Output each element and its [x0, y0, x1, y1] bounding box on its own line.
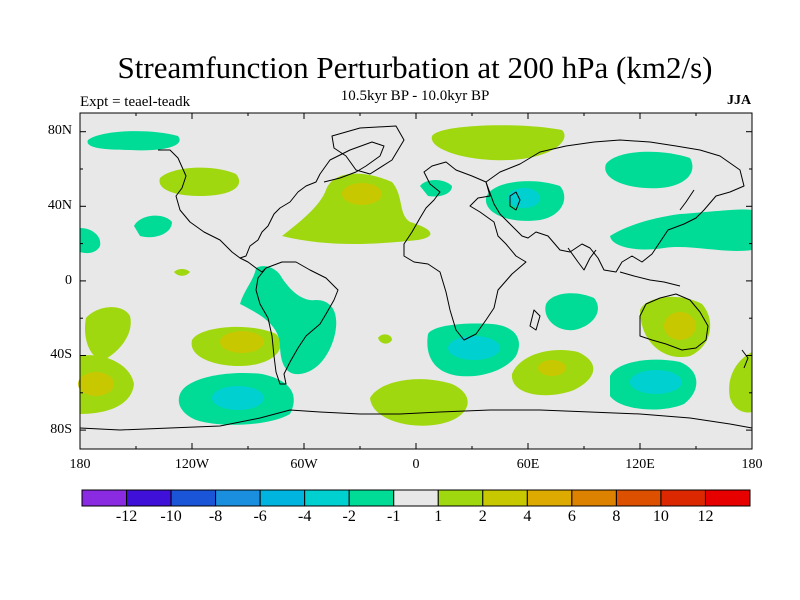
colorbar-swatch	[615, 489, 662, 507]
colorbar-label: -10	[160, 508, 182, 525]
colorbar-swatch	[304, 489, 350, 507]
anomaly-pacific-n-ridge	[159, 167, 240, 196]
anomaly-core-south-africa	[448, 336, 500, 360]
colorbar-label: 1	[434, 508, 443, 525]
anomaly-atlantic-ridge	[282, 173, 431, 244]
anomaly-arctic-trough	[87, 131, 180, 151]
anomaly-east-edge-ridge	[729, 352, 752, 413]
anomaly-core-caspian	[508, 188, 540, 208]
colorbar	[81, 489, 751, 507]
colorbar-swatch	[81, 489, 128, 507]
colorbar-swatch	[348, 489, 395, 507]
anomaly-south-america-trough	[240, 266, 337, 375]
colorbar-label: 12	[697, 508, 714, 525]
anomaly-core-southern-ocean	[212, 386, 264, 410]
anomaly-core-australia	[664, 312, 696, 340]
colorbar-swatch	[571, 489, 617, 507]
colorbar-label: -4	[297, 508, 312, 525]
colorbar-swatch	[126, 489, 172, 507]
lon-label-60w: 60W	[290, 457, 318, 472]
coast-south-america	[255, 261, 339, 385]
lat-label-80n: 80N	[47, 123, 72, 138]
anomaly-north-pacific-trough	[134, 215, 172, 238]
anomaly-core-south-indian	[630, 370, 682, 394]
colorbar-swatch	[170, 489, 217, 507]
lat-label-40s: 40S	[50, 347, 72, 362]
coast-north-america	[158, 141, 385, 259]
colorbar-swatch	[393, 489, 439, 507]
coast-caspian	[509, 191, 521, 211]
lat-label-80s: 80S	[50, 422, 72, 437]
colorbar-label: -6	[253, 508, 267, 525]
lat-label-eq: 0	[65, 273, 72, 288]
coast-indonesia	[619, 271, 681, 287]
colorbar-swatch	[215, 489, 261, 507]
lon-label-180e: 180	[741, 457, 763, 472]
chart-subtitle: 10.5kyr BP - 10.0kyr BP	[340, 88, 490, 104]
map-ticks	[79, 113, 753, 449]
lon-label-120w: 120W	[174, 457, 210, 472]
coast-asia	[485, 139, 745, 273]
coast-new-zealand	[741, 349, 749, 369]
coast-madagascar	[529, 309, 541, 331]
anomaly-north-pole-ridge	[431, 125, 565, 161]
anomaly-siberia-trough	[605, 151, 693, 189]
season-label: JJA	[727, 93, 752, 108]
colorbar-label: -1	[387, 508, 401, 525]
anomaly-pacific-s-ridge	[84, 307, 131, 360]
anomaly-east-pacific-ridge	[174, 269, 190, 276]
anomaly-west-edge-trough	[80, 228, 101, 254]
coast-japan	[679, 189, 695, 211]
coast-greenland	[331, 125, 405, 175]
coast-antarctica	[79, 409, 753, 431]
coastlines	[79, 125, 753, 431]
anomaly-core-dateline	[78, 372, 114, 396]
anomaly-west-pacific-trough	[610, 209, 752, 251]
lon-label-0: 0	[412, 457, 420, 472]
colorbar-swatch	[437, 489, 484, 507]
anomaly-indian-trough	[545, 293, 598, 331]
colorbar-label: 8	[612, 508, 621, 525]
colorbar-label: 10	[652, 508, 669, 525]
negative-anomaly-core-layer	[212, 188, 682, 410]
colorbar-label: -2	[342, 508, 356, 525]
chart-title: Streamfunction Perturbation at 200 hPa (…	[117, 50, 713, 85]
coast-europe-africa	[403, 161, 527, 341]
anomaly-south-pacific-small	[378, 334, 392, 344]
colorbar-label: 4	[523, 508, 532, 525]
colorbar-swatch	[526, 489, 573, 507]
colorbar-swatch	[259, 489, 306, 507]
colorbar-label: -12	[115, 508, 138, 525]
colorbar-label: 6	[567, 508, 576, 525]
lon-label-120e: 120E	[625, 457, 655, 472]
colorbar-swatch	[704, 489, 751, 507]
colorbar-label: -8	[208, 508, 223, 525]
colorbar-swatch	[482, 489, 528, 507]
experiment-label: Expt = teael-teadk	[80, 94, 191, 110]
lon-label-60e: 60E	[516, 457, 540, 472]
colorbar-swatch	[660, 489, 706, 507]
positive-anomaly-core-layer	[78, 183, 696, 396]
anomaly-core-atlantic	[342, 183, 382, 205]
colorbar-label: 2	[478, 508, 487, 525]
anomaly-core-indian	[538, 360, 566, 376]
coast-india	[567, 247, 597, 271]
lon-label-180w: 180	[69, 457, 91, 472]
lat-label-40n: 40N	[47, 198, 72, 213]
anomaly-core-south-pacific	[220, 331, 264, 353]
coast-australia	[639, 293, 709, 351]
